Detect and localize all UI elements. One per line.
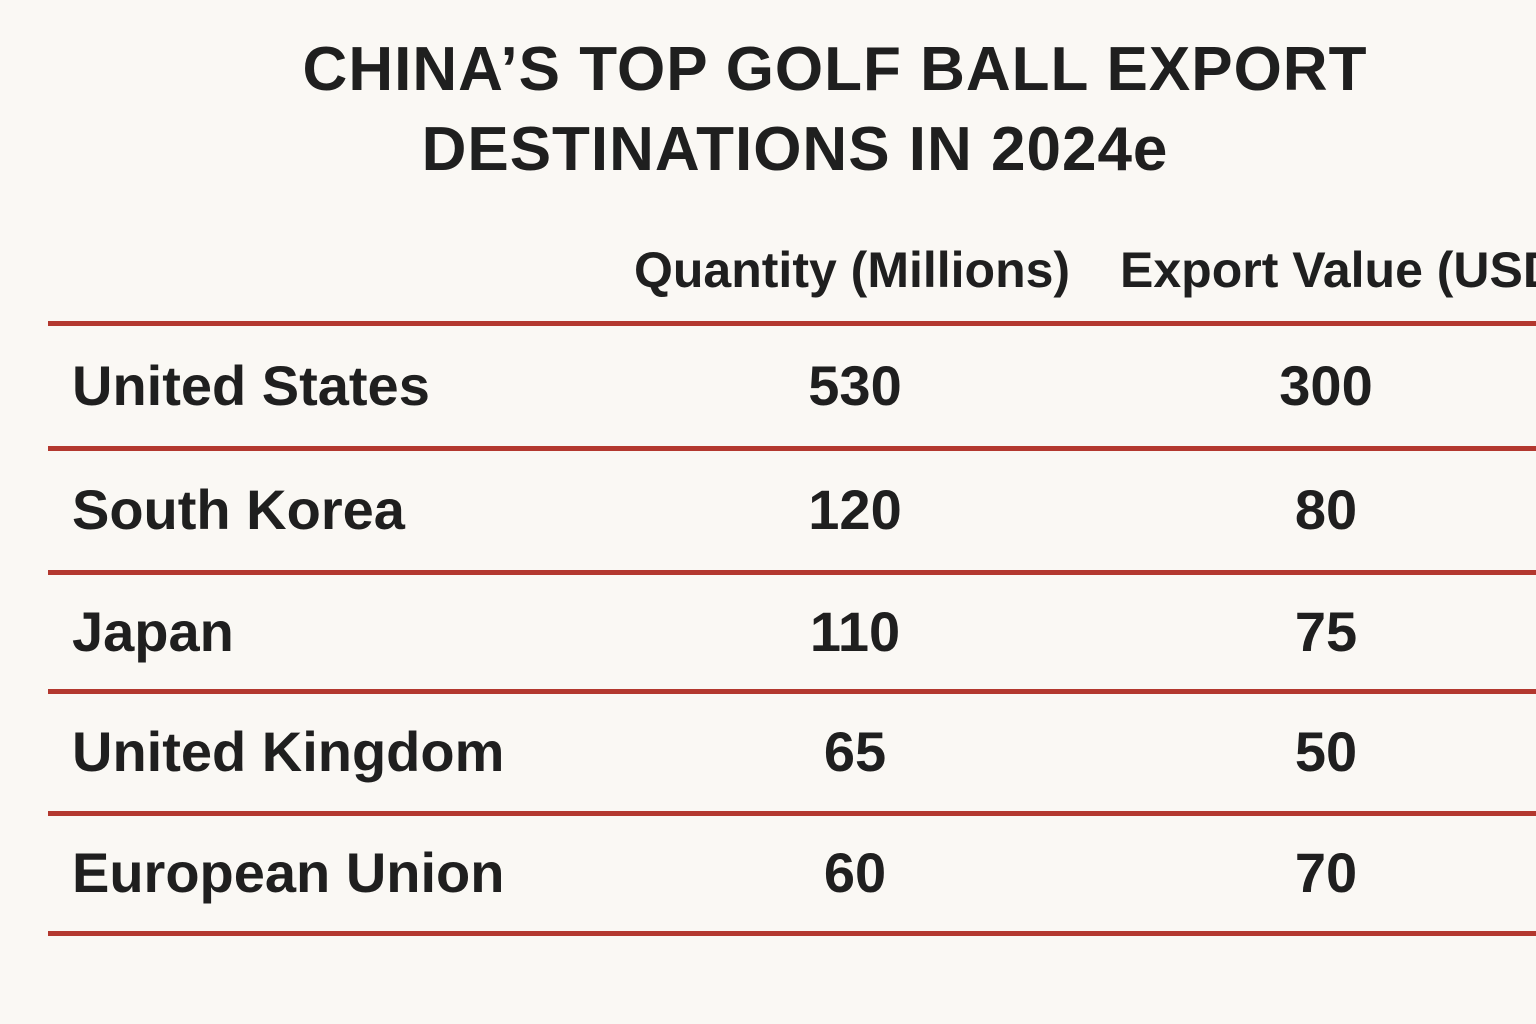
cell-export-value: 300 xyxy=(1279,353,1373,417)
row-divider xyxy=(48,446,1536,451)
cell-export-value: 75 xyxy=(1294,599,1358,663)
table-title-line-1: CHINA’S TOP GOLF BALL EXPORT xyxy=(302,35,1368,104)
cell-export-value: 80 xyxy=(1294,478,1358,541)
column-header-quantity: Quantity (Millions) xyxy=(634,242,1071,298)
cell-country: United Kingdom xyxy=(72,720,505,783)
cell-country: European Union xyxy=(72,841,505,904)
cell-quantity: 65 xyxy=(823,720,887,783)
row-divider xyxy=(48,931,1536,936)
cell-quantity: 110 xyxy=(809,599,901,663)
cell-export-value: 70 xyxy=(1294,841,1358,904)
cell-country: South Korea xyxy=(72,478,405,541)
cell-country: United States xyxy=(72,353,430,417)
row-divider xyxy=(48,321,1536,326)
table-title-line-2: DESTINATIONS IN 2024e xyxy=(421,115,1169,184)
row-divider xyxy=(48,811,1536,816)
cell-quantity: 60 xyxy=(823,841,887,904)
cell-quantity: 120 xyxy=(808,478,902,541)
cell-country: Japan xyxy=(72,599,234,663)
row-divider xyxy=(48,570,1536,575)
cell-quantity: 530 xyxy=(808,353,902,417)
cell-export-value: 50 xyxy=(1294,720,1358,783)
row-divider xyxy=(48,689,1536,694)
column-header-export-value: Export Value (USD xyxy=(1120,242,1536,298)
